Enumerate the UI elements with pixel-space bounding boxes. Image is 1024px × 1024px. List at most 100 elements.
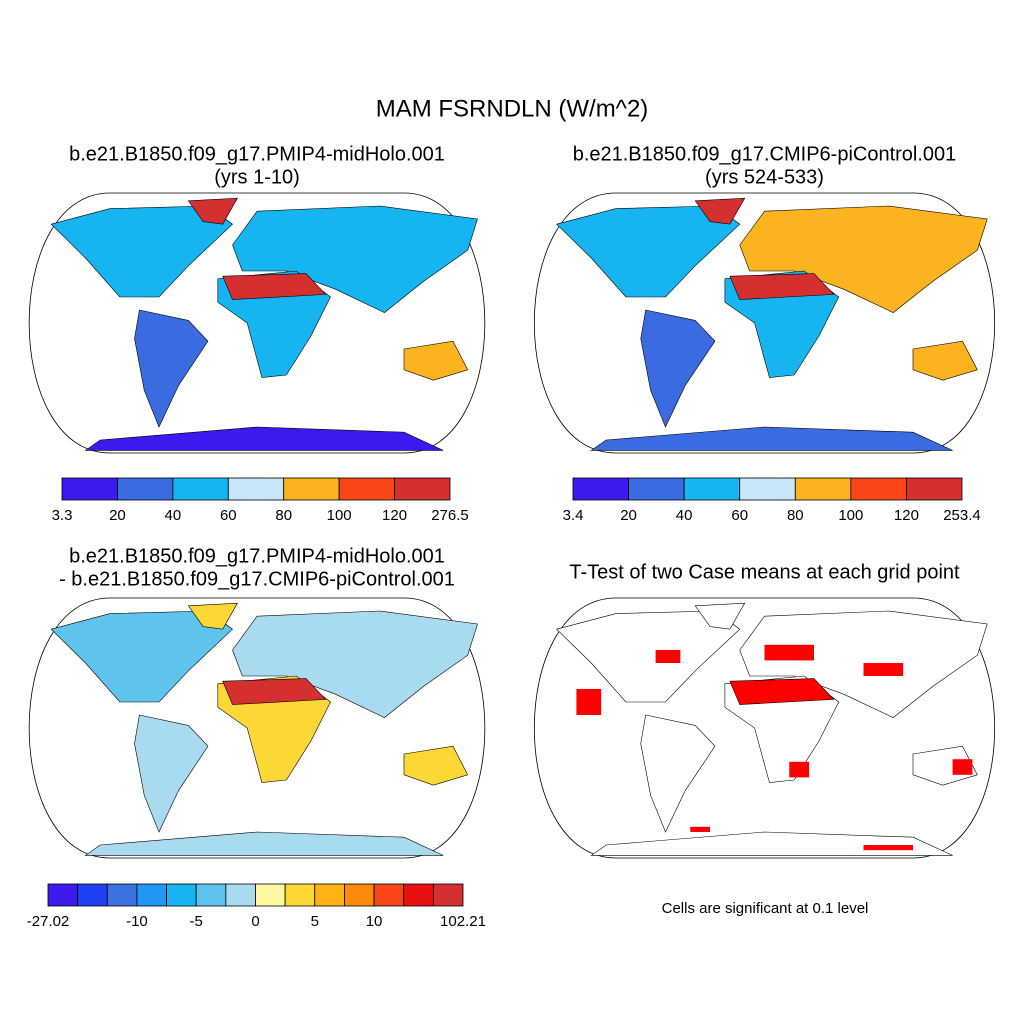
- colorbar-box: [283, 477, 340, 501]
- panel-title: T-Test of two Case means at each grid po…: [569, 561, 960, 583]
- land: [729, 678, 835, 705]
- colorbar-box: [172, 477, 229, 501]
- colorbar-label: 80: [275, 507, 292, 524]
- colorbar-box: [61, 477, 118, 501]
- colorbar-box: [794, 477, 852, 501]
- colorbar-box: [225, 883, 256, 907]
- colorbar-box: [255, 883, 286, 907]
- colorbar-box: [77, 883, 108, 907]
- map-panel: 3.4 20 40 60 80 100 120 253.4: [533, 192, 996, 524]
- colorbar-box: [106, 883, 138, 907]
- panel-title: - b.e21.B1850.f09_g17.CMIP6-piControl.00…: [59, 568, 455, 590]
- colorbar-label: 276.5: [431, 507, 469, 524]
- colorbar-label: -27.02: [27, 913, 70, 930]
- significant-cells: [789, 761, 810, 778]
- land: [232, 205, 478, 313]
- colorbar-label: -5: [190, 913, 203, 930]
- land: [590, 426, 953, 451]
- land: [222, 273, 327, 300]
- land: [222, 678, 327, 705]
- colorbar-label: 80: [787, 507, 804, 524]
- colorbar-label: 120: [894, 507, 919, 524]
- significant-cells: [764, 644, 814, 661]
- map-panel: 3.3 20 40 60 80 100 120 276.5: [28, 192, 486, 524]
- land: [187, 602, 238, 630]
- colorbar-label: 100: [838, 507, 863, 524]
- land: [556, 205, 741, 298]
- significant-cells: [576, 689, 602, 715]
- colorbar-label: 60: [731, 507, 748, 524]
- colorbar-box: [394, 477, 451, 501]
- colorbar-label: 20: [109, 507, 126, 524]
- colorbar-label: 0: [251, 913, 259, 930]
- colorbar-box: [195, 883, 227, 907]
- colorbar-box: [628, 477, 685, 501]
- land: [84, 426, 444, 451]
- land: [232, 610, 478, 718]
- land: [590, 831, 953, 856]
- colorbar-box: [906, 477, 963, 501]
- significant-cells: [863, 663, 904, 676]
- land: [912, 745, 978, 786]
- colorbar-label: -10: [126, 913, 148, 930]
- colorbar-label: 40: [165, 507, 182, 524]
- colorbar-box: [284, 883, 316, 907]
- colorbar-box: [166, 883, 197, 907]
- land: [640, 309, 716, 428]
- land: [640, 714, 716, 833]
- land: [50, 610, 233, 703]
- colorbar-label: 100: [327, 507, 352, 524]
- colorbar-label: 10: [366, 913, 383, 930]
- colorbar-box: [227, 477, 285, 501]
- land: [134, 714, 209, 833]
- colorbar-box: [338, 477, 395, 501]
- colorbar-box: [432, 883, 464, 907]
- colorbar-box: [314, 883, 345, 907]
- land: [403, 340, 469, 381]
- colorbar-label: 20: [620, 507, 637, 524]
- colorbar-box: [850, 477, 907, 501]
- colorbar-label: 3.3: [52, 507, 73, 524]
- figure-title: MAM FSRNDLN (W/m^2): [376, 95, 649, 122]
- land: [729, 273, 835, 300]
- colorbar-label: 60: [220, 507, 237, 524]
- panel-note: Cells are significant at 0.1 level: [662, 900, 869, 917]
- land: [912, 340, 978, 381]
- land: [187, 197, 238, 225]
- map-panel: -27.02 -10 -5 0 5 10 102.21: [27, 597, 486, 930]
- colorbar-box: [403, 883, 434, 907]
- colorbar-label: 5: [311, 913, 319, 930]
- colorbar-box: [344, 883, 375, 907]
- land: [84, 831, 444, 856]
- panel-title: b.e21.B1850.f09_g17.PMIP4-midHolo.001: [69, 143, 445, 165]
- significant-cells: [690, 826, 711, 832]
- colorbar-label: 102.21: [440, 913, 486, 930]
- significant-cells: [655, 650, 681, 663]
- panel-title: (yrs 1-10): [214, 166, 300, 188]
- colorbar-box: [47, 883, 79, 907]
- colorbar-box: [683, 477, 741, 501]
- colorbar-box: [739, 477, 796, 501]
- colorbar-box: [136, 883, 167, 907]
- land: [556, 610, 741, 703]
- significant-cells: [863, 845, 913, 851]
- land: [694, 602, 746, 630]
- colorbar-box: [572, 477, 629, 501]
- land: [134, 309, 209, 428]
- colorbar-label: 253.4: [943, 507, 981, 524]
- colorbar-label: 120: [382, 507, 407, 524]
- land: [739, 205, 988, 313]
- land: [403, 745, 469, 786]
- colorbar-label: 40: [676, 507, 693, 524]
- colorbar-box: [373, 883, 405, 907]
- land: [50, 205, 233, 298]
- panel-title: (yrs 524-533): [705, 166, 824, 188]
- panel-title: b.e21.B1850.f09_g17.CMIP6-piControl.001: [573, 143, 957, 165]
- colorbar-label: 3.4: [563, 507, 584, 524]
- land: [694, 197, 746, 225]
- panel-title: b.e21.B1850.f09_g17.PMIP4-midHolo.001: [69, 545, 445, 567]
- significant-cells: [952, 759, 973, 775]
- map-panel: Cells are significant at 0.1 level: [533, 597, 996, 917]
- colorbar-box: [117, 477, 174, 501]
